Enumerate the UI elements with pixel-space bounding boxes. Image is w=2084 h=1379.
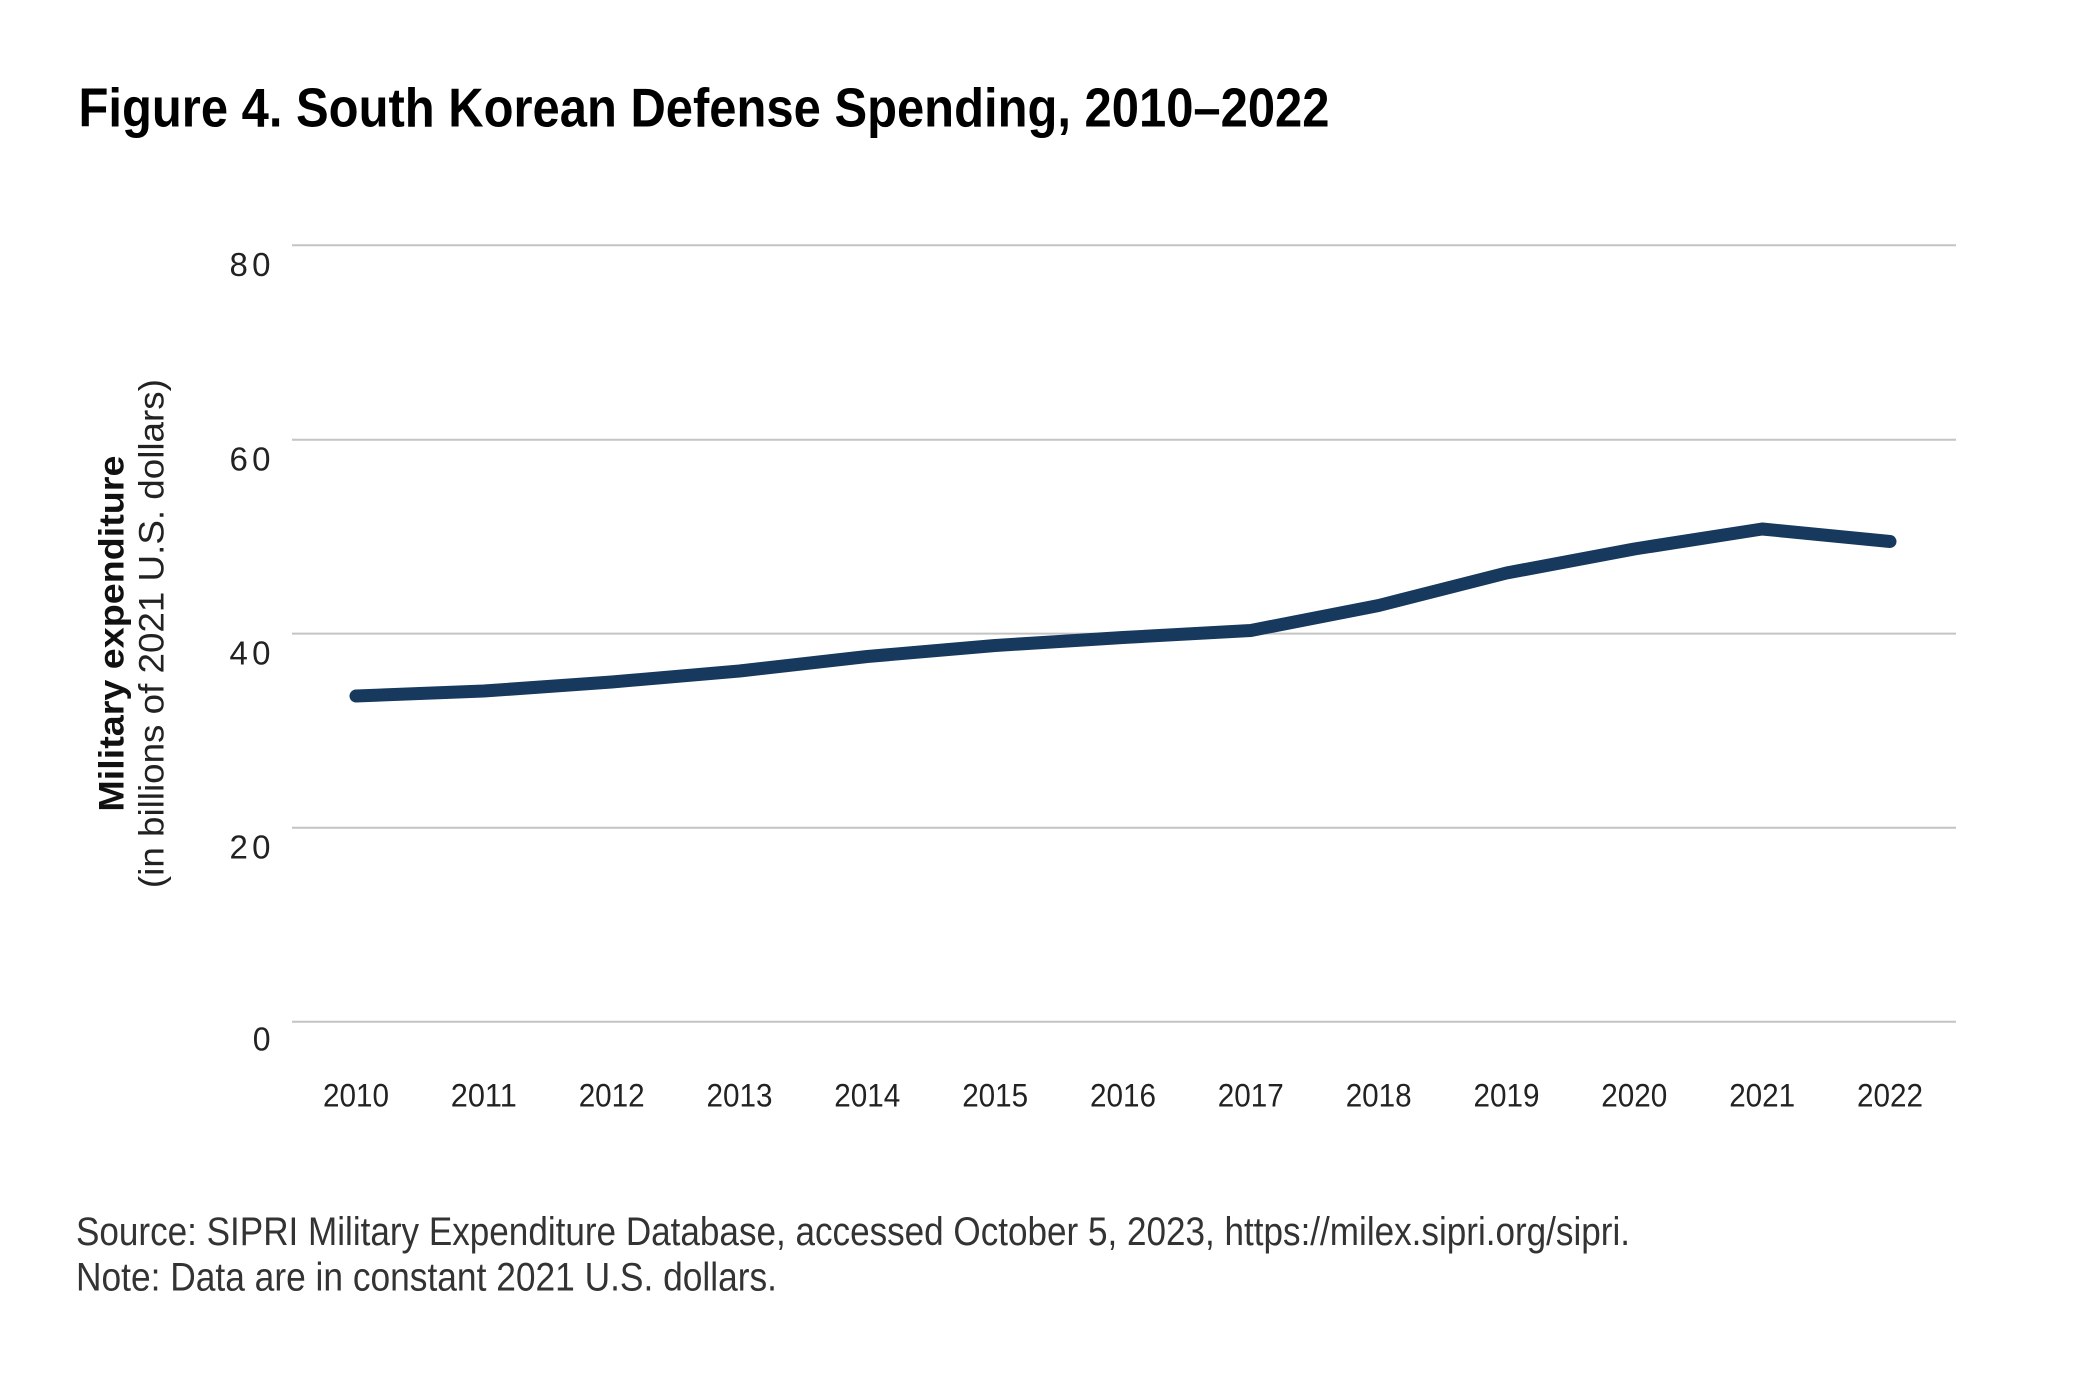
svg-text:2018: 2018 [1346,1078,1412,1114]
svg-text:0: 0 [253,1020,271,1057]
svg-text:2020: 2020 [1601,1078,1667,1114]
svg-text:2022: 2022 [1857,1078,1923,1114]
svg-text:2011: 2011 [451,1078,517,1114]
svg-text:Military expenditure: Military expenditure [93,456,132,812]
svg-text:2019: 2019 [1474,1078,1540,1114]
svg-text:2013: 2013 [707,1078,773,1114]
svg-text:2012: 2012 [579,1078,645,1114]
svg-text:Note: Data are in constant 202: Note: Data are in constant 2021 U.S. dol… [76,1256,777,1300]
svg-text:Source: SIPRI Military Expendi: Source: SIPRI Military Expenditure Datab… [76,1210,1630,1254]
svg-text:2015: 2015 [962,1078,1028,1114]
svg-text:Figure 4. South Korean Defense: Figure 4. South Korean Defense Spending,… [79,77,1330,139]
svg-text:2021: 2021 [1729,1078,1795,1114]
svg-text:2010: 2010 [323,1078,389,1114]
svg-text:2016: 2016 [1090,1078,1156,1114]
svg-text:2014: 2014 [834,1078,900,1114]
svg-text:(in billions of 2021 U.S. doll: (in billions of 2021 U.S. dollars) [133,379,172,888]
svg-text:2017: 2017 [1218,1078,1284,1114]
